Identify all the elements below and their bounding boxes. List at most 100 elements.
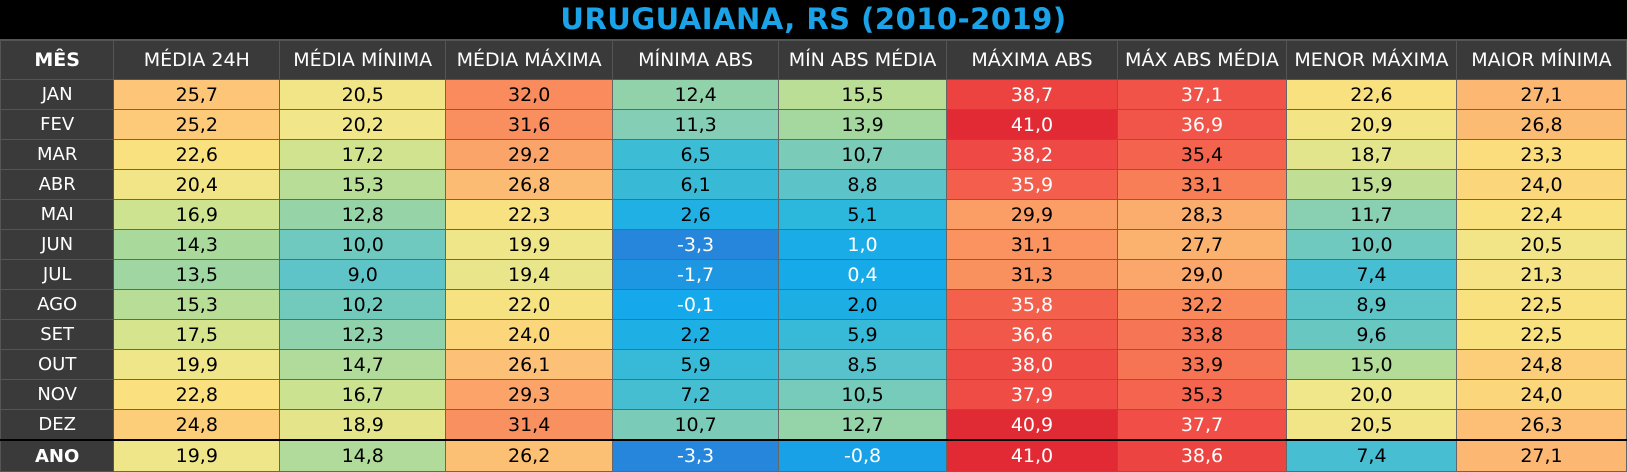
table-cell: 24,0 <box>1455 169 1627 200</box>
table-cell: 22,3 <box>445 199 614 230</box>
col-header-media-minima: MÉDIA MÍNIMA <box>279 40 447 80</box>
col-header-min-abs-media: MÍN ABS MÉDIA <box>778 40 948 80</box>
table-cell: -3,3 <box>612 439 780 472</box>
table-cell: 26,8 <box>1455 109 1627 140</box>
table-cell: 11,7 <box>1285 199 1457 230</box>
table-cell: 2,2 <box>612 319 780 350</box>
table-cell: 33,1 <box>1117 169 1287 200</box>
table-cell: 10,7 <box>612 409 780 441</box>
table-cell: 40,9 <box>946 409 1118 441</box>
table-cell: 22,0 <box>445 289 614 320</box>
table-cell: 20,4 <box>113 169 281 200</box>
table-cell: 9,0 <box>279 259 447 290</box>
table-cell: 33,9 <box>1117 349 1287 380</box>
table-cell: 29,9 <box>946 199 1118 230</box>
table-cell: 10,0 <box>1285 229 1457 260</box>
table-cell: 16,7 <box>279 379 447 410</box>
table-cell: 5,9 <box>612 349 780 380</box>
table-cell: 32,2 <box>1117 289 1287 320</box>
table-cell: 37,9 <box>946 379 1118 410</box>
table-cell: 12,7 <box>778 409 948 441</box>
table-cell: 20,5 <box>279 79 447 110</box>
table-cell: 20,5 <box>1455 229 1627 260</box>
table-cell: 20,5 <box>1285 409 1457 441</box>
col-header-maxima-abs: MÁXIMA ABS <box>946 40 1118 80</box>
col-header-media-maxima: MÉDIA MÁXIMA <box>445 40 614 80</box>
table-cell: 24,8 <box>113 409 281 441</box>
table-cell: 15,3 <box>113 289 281 320</box>
table-cell: 8,9 <box>1285 289 1457 320</box>
row-label: ANO <box>0 439 115 472</box>
table-cell: 19,9 <box>113 439 281 472</box>
table-cell: 24,0 <box>1455 379 1627 410</box>
row-label: SET <box>0 319 115 350</box>
table-cell: 31,6 <box>445 109 614 140</box>
row-label: JUN <box>0 229 115 260</box>
table-cell: 29,3 <box>445 379 614 410</box>
table-cell: 10,2 <box>279 289 447 320</box>
table-cell: 37,7 <box>1117 409 1287 441</box>
table-cell: 7,2 <box>612 379 780 410</box>
table-row: MAI 16,9 12,8 22,3 2,6 5,1 29,9 28,3 11,7 22,4 <box>0 199 1627 230</box>
table-cell: 1,0 <box>778 229 948 260</box>
table-cell: 31,4 <box>445 409 614 441</box>
table-cell: 38,0 <box>946 349 1118 380</box>
table-cell: 20,2 <box>279 109 447 140</box>
table-cell: 7,4 <box>1285 439 1457 472</box>
table-cell: 8,5 <box>778 349 948 380</box>
table-cell: 22,6 <box>113 139 281 170</box>
table-body: JAN 25,7 20,5 32,0 12,4 15,5 38,7 37,1 22,6 27,1 F… <box>0 79 1627 472</box>
table-cell: 12,3 <box>279 319 447 350</box>
table-cell: -0,8 <box>778 439 948 472</box>
table-cell: 0,4 <box>778 259 948 290</box>
table-row: OUT 19,9 14,7 26,1 5,9 8,5 38,0 33,9 15,0 24,8 <box>0 349 1627 380</box>
row-label: JUL <box>0 259 115 290</box>
table-cell: 21,3 <box>1455 259 1627 290</box>
table-cell: -0,1 <box>612 289 780 320</box>
table-cell: 15,9 <box>1285 169 1457 200</box>
table-row: AGO 15,3 10,2 22,0 -0,1 2,0 35,8 32,2 8,9 22,5 <box>0 289 1627 320</box>
table-cell: 15,3 <box>279 169 447 200</box>
col-header-minima-abs: MÍNIMA ABS <box>612 40 780 80</box>
table-cell: -3,3 <box>612 229 780 260</box>
table-cell: 25,2 <box>113 109 281 140</box>
row-label: DEZ <box>0 409 115 441</box>
table-cell: 22,5 <box>1455 319 1627 350</box>
table-cell: 15,5 <box>778 79 948 110</box>
table-cell: 17,2 <box>279 139 447 170</box>
table-cell: 9,6 <box>1285 319 1457 350</box>
table-cell: 38,7 <box>946 79 1118 110</box>
table-cell: 14,7 <box>279 349 447 380</box>
table-cell: 35,3 <box>1117 379 1287 410</box>
table-cell: 26,2 <box>445 439 614 472</box>
table-cell: 6,5 <box>612 139 780 170</box>
table-cell: 14,8 <box>279 439 447 472</box>
table-cell: 10,0 <box>279 229 447 260</box>
row-label: NOV <box>0 379 115 410</box>
table-cell: 7,4 <box>1285 259 1457 290</box>
table-cell: 29,2 <box>445 139 614 170</box>
table-cell: 16,9 <box>113 199 281 230</box>
table-cell: 41,0 <box>946 439 1118 472</box>
table-row: NOV 22,8 16,7 29,3 7,2 10,5 37,9 35,3 20,0 24,0 <box>0 379 1627 410</box>
table-cell: 13,5 <box>113 259 281 290</box>
table-cell: 23,3 <box>1455 139 1627 170</box>
table-title: URUGUAIANA, RS (2010-2019) <box>0 0 1627 40</box>
row-label: OUT <box>0 349 115 380</box>
table-cell: 25,7 <box>113 79 281 110</box>
table-cell: 24,0 <box>445 319 614 350</box>
table-cell: 26,3 <box>1455 409 1627 441</box>
table-row-year: ANO 19,9 14,8 26,2 -3,3 -0,8 41,0 38,6 7,4 27,1 <box>0 439 1627 472</box>
table-cell: 15,0 <box>1285 349 1457 380</box>
table-cell: 29,0 <box>1117 259 1287 290</box>
table-cell: 14,3 <box>113 229 281 260</box>
table-cell: -1,7 <box>612 259 780 290</box>
col-header-max-abs-media: MÁX ABS MÉDIA <box>1117 40 1287 80</box>
col-header-menor-maxima: MENOR MÁXIMA <box>1285 40 1457 80</box>
table-cell: 32,0 <box>445 79 614 110</box>
row-label: MAR <box>0 139 115 170</box>
table-cell: 19,4 <box>445 259 614 290</box>
table-cell: 35,8 <box>946 289 1118 320</box>
table-cell: 26,8 <box>445 169 614 200</box>
table-row: JUN 14,3 10,0 19,9 -3,3 1,0 31,1 27,7 10,0 20,5 <box>0 229 1627 260</box>
